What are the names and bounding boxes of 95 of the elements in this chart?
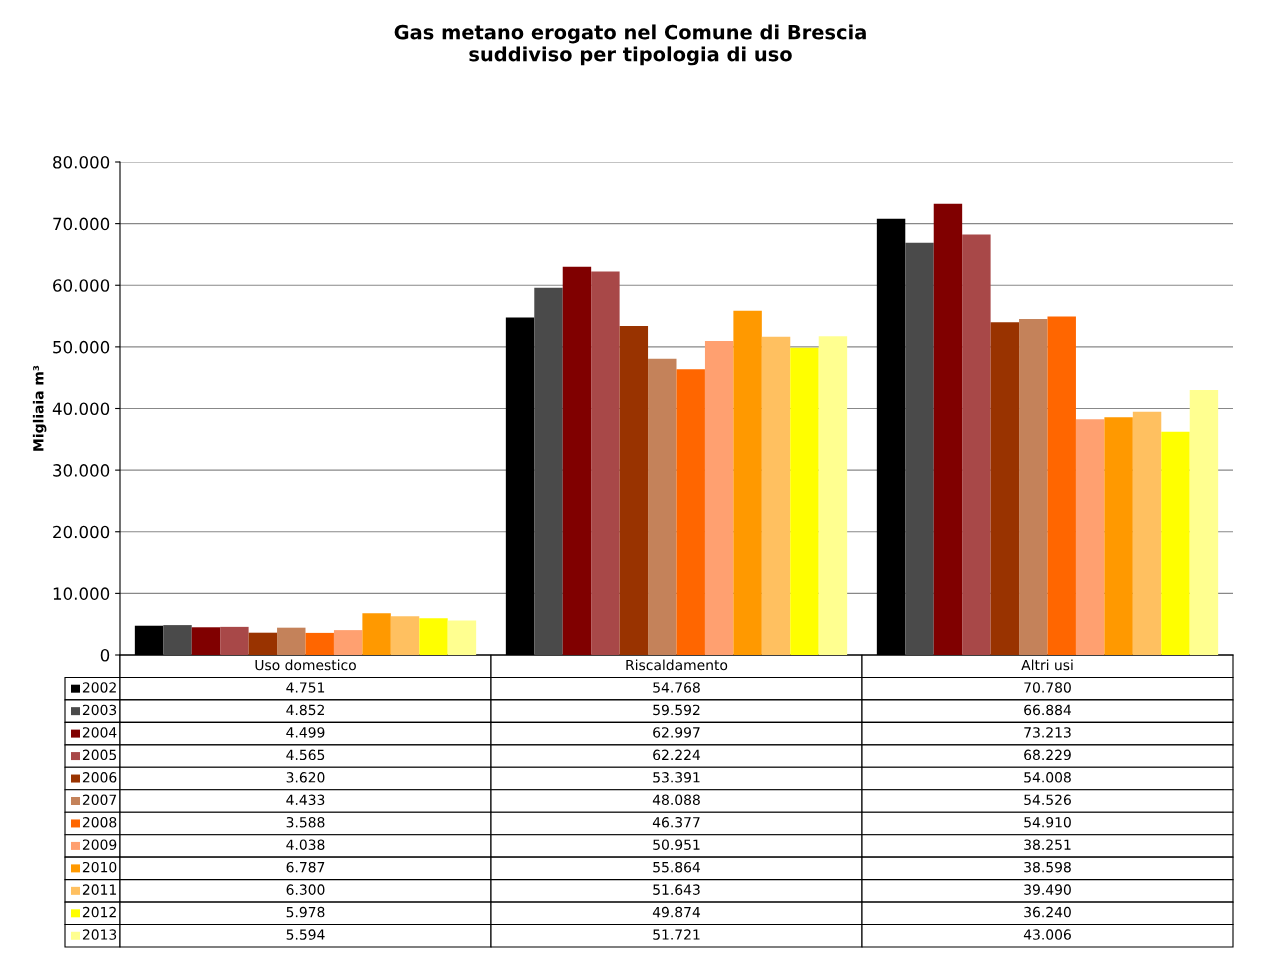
bar: [191, 627, 221, 655]
data-label: 48.088: [652, 794, 700, 806]
legend-label: 2003: [82, 704, 117, 716]
bar: [1075, 419, 1105, 655]
y-tick-label: 60.000: [53, 279, 110, 292]
x-tick-label: Uso domestico: [255, 659, 356, 671]
legend-label: 2008: [82, 816, 117, 828]
bar: [990, 322, 1020, 655]
legend-label: 2004: [82, 727, 117, 738]
y-axis-title: Migliaia m³: [32, 365, 47, 451]
data-label: 4.499: [286, 727, 325, 738]
data-label: 51.721: [653, 929, 700, 940]
bar: [534, 287, 563, 655]
legend-label: 2012: [82, 906, 116, 918]
data-label: 49.874: [652, 906, 701, 918]
data-label: 55.864: [653, 861, 701, 873]
bar: [962, 234, 991, 655]
y-tick-label: 20.000: [53, 525, 110, 539]
data-label: 6.787: [286, 861, 325, 873]
y-tick-label: 80.000: [53, 155, 110, 169]
legend-label: 2011: [82, 884, 116, 895]
bar: [419, 618, 448, 655]
bar: [390, 616, 420, 655]
bar: [277, 627, 306, 655]
data-label: 54.768: [653, 682, 700, 693]
bar: [733, 310, 762, 655]
data-label: 5.594: [286, 929, 325, 940]
y-tick-label: 0: [100, 648, 110, 662]
bar: [905, 242, 934, 655]
data-label: 43.006: [1023, 929, 1071, 940]
data-label: 62.997: [653, 727, 700, 738]
bar: [1019, 318, 1048, 655]
data-label: 51.643: [653, 884, 700, 895]
y-tick-label: 10.000: [53, 587, 110, 600]
data-label: 38.251: [1024, 839, 1071, 850]
bar: [1104, 417, 1133, 655]
data-label: 53.391: [653, 772, 700, 783]
data-label: 62.224: [653, 749, 701, 761]
legend-label: 2005: [82, 749, 117, 761]
data-label: 4.038: [286, 839, 325, 850]
bar: [790, 347, 819, 655]
bar: [362, 613, 391, 655]
data-label: 38.598: [1024, 861, 1071, 873]
data-label: 6.300: [286, 884, 325, 895]
data-label: 3.620: [286, 772, 325, 783]
legend-label: 2013: [82, 929, 117, 940]
bar: [933, 203, 963, 655]
bar: [562, 266, 592, 655]
data-label: 50.951: [653, 839, 700, 850]
data-label: 39.490: [1024, 884, 1071, 895]
legend-label: 2002: [82, 682, 116, 693]
bar: [220, 626, 249, 655]
bar: [447, 620, 477, 655]
data-label: 4.852: [286, 704, 324, 716]
data-label: 54.910: [1024, 816, 1071, 828]
x-tick-label: Altri usi: [1021, 659, 1073, 671]
bar: [676, 369, 705, 655]
data-label: 66.884: [1024, 704, 1072, 716]
data-label: 4.565: [286, 749, 325, 761]
y-tick-label: 30.000: [53, 464, 110, 477]
chart-title: Gas metano erogato nel Comune di Brescia suddiviso per tipologia di uso: [394, 24, 866, 66]
y-tick-label: 40.000: [52, 402, 110, 416]
bar: [1189, 389, 1219, 655]
bar: [333, 630, 363, 655]
bar: [619, 325, 649, 655]
data-label: 54.526: [1024, 794, 1071, 806]
y-tick-label: 50.000: [53, 340, 110, 354]
bar: [818, 336, 848, 655]
bar: [248, 632, 278, 655]
bar: [704, 341, 734, 655]
bar: [591, 271, 620, 655]
data-label: 70.780: [1024, 682, 1071, 693]
data-label: 54.008: [1024, 772, 1071, 783]
data-label: 5.978: [286, 906, 325, 918]
bar: [305, 632, 334, 655]
legend-label: 2009: [82, 839, 117, 850]
bar: [163, 625, 192, 655]
y-tick-label: 70.000: [53, 217, 110, 231]
data-label: 4.433: [286, 794, 325, 806]
data-label: 4.751: [286, 682, 325, 693]
data-label: 3.588: [286, 816, 325, 828]
legend-label: 2010: [82, 861, 117, 873]
bar: [1161, 431, 1190, 655]
bar: [1132, 411, 1162, 655]
data-label: 36.240: [1024, 906, 1071, 918]
data-label: 73.213: [1024, 727, 1071, 738]
bar: [761, 336, 791, 655]
bar: [1047, 316, 1076, 655]
data-label: 46.377: [652, 816, 700, 828]
data-label: 59.592: [653, 704, 700, 716]
x-tick-label: Riscaldamento: [626, 659, 728, 671]
bar: [648, 358, 677, 655]
legend-label: 2006: [82, 772, 117, 783]
legend-label: 2007: [82, 794, 117, 806]
data-label: 68.229: [1024, 749, 1071, 761]
